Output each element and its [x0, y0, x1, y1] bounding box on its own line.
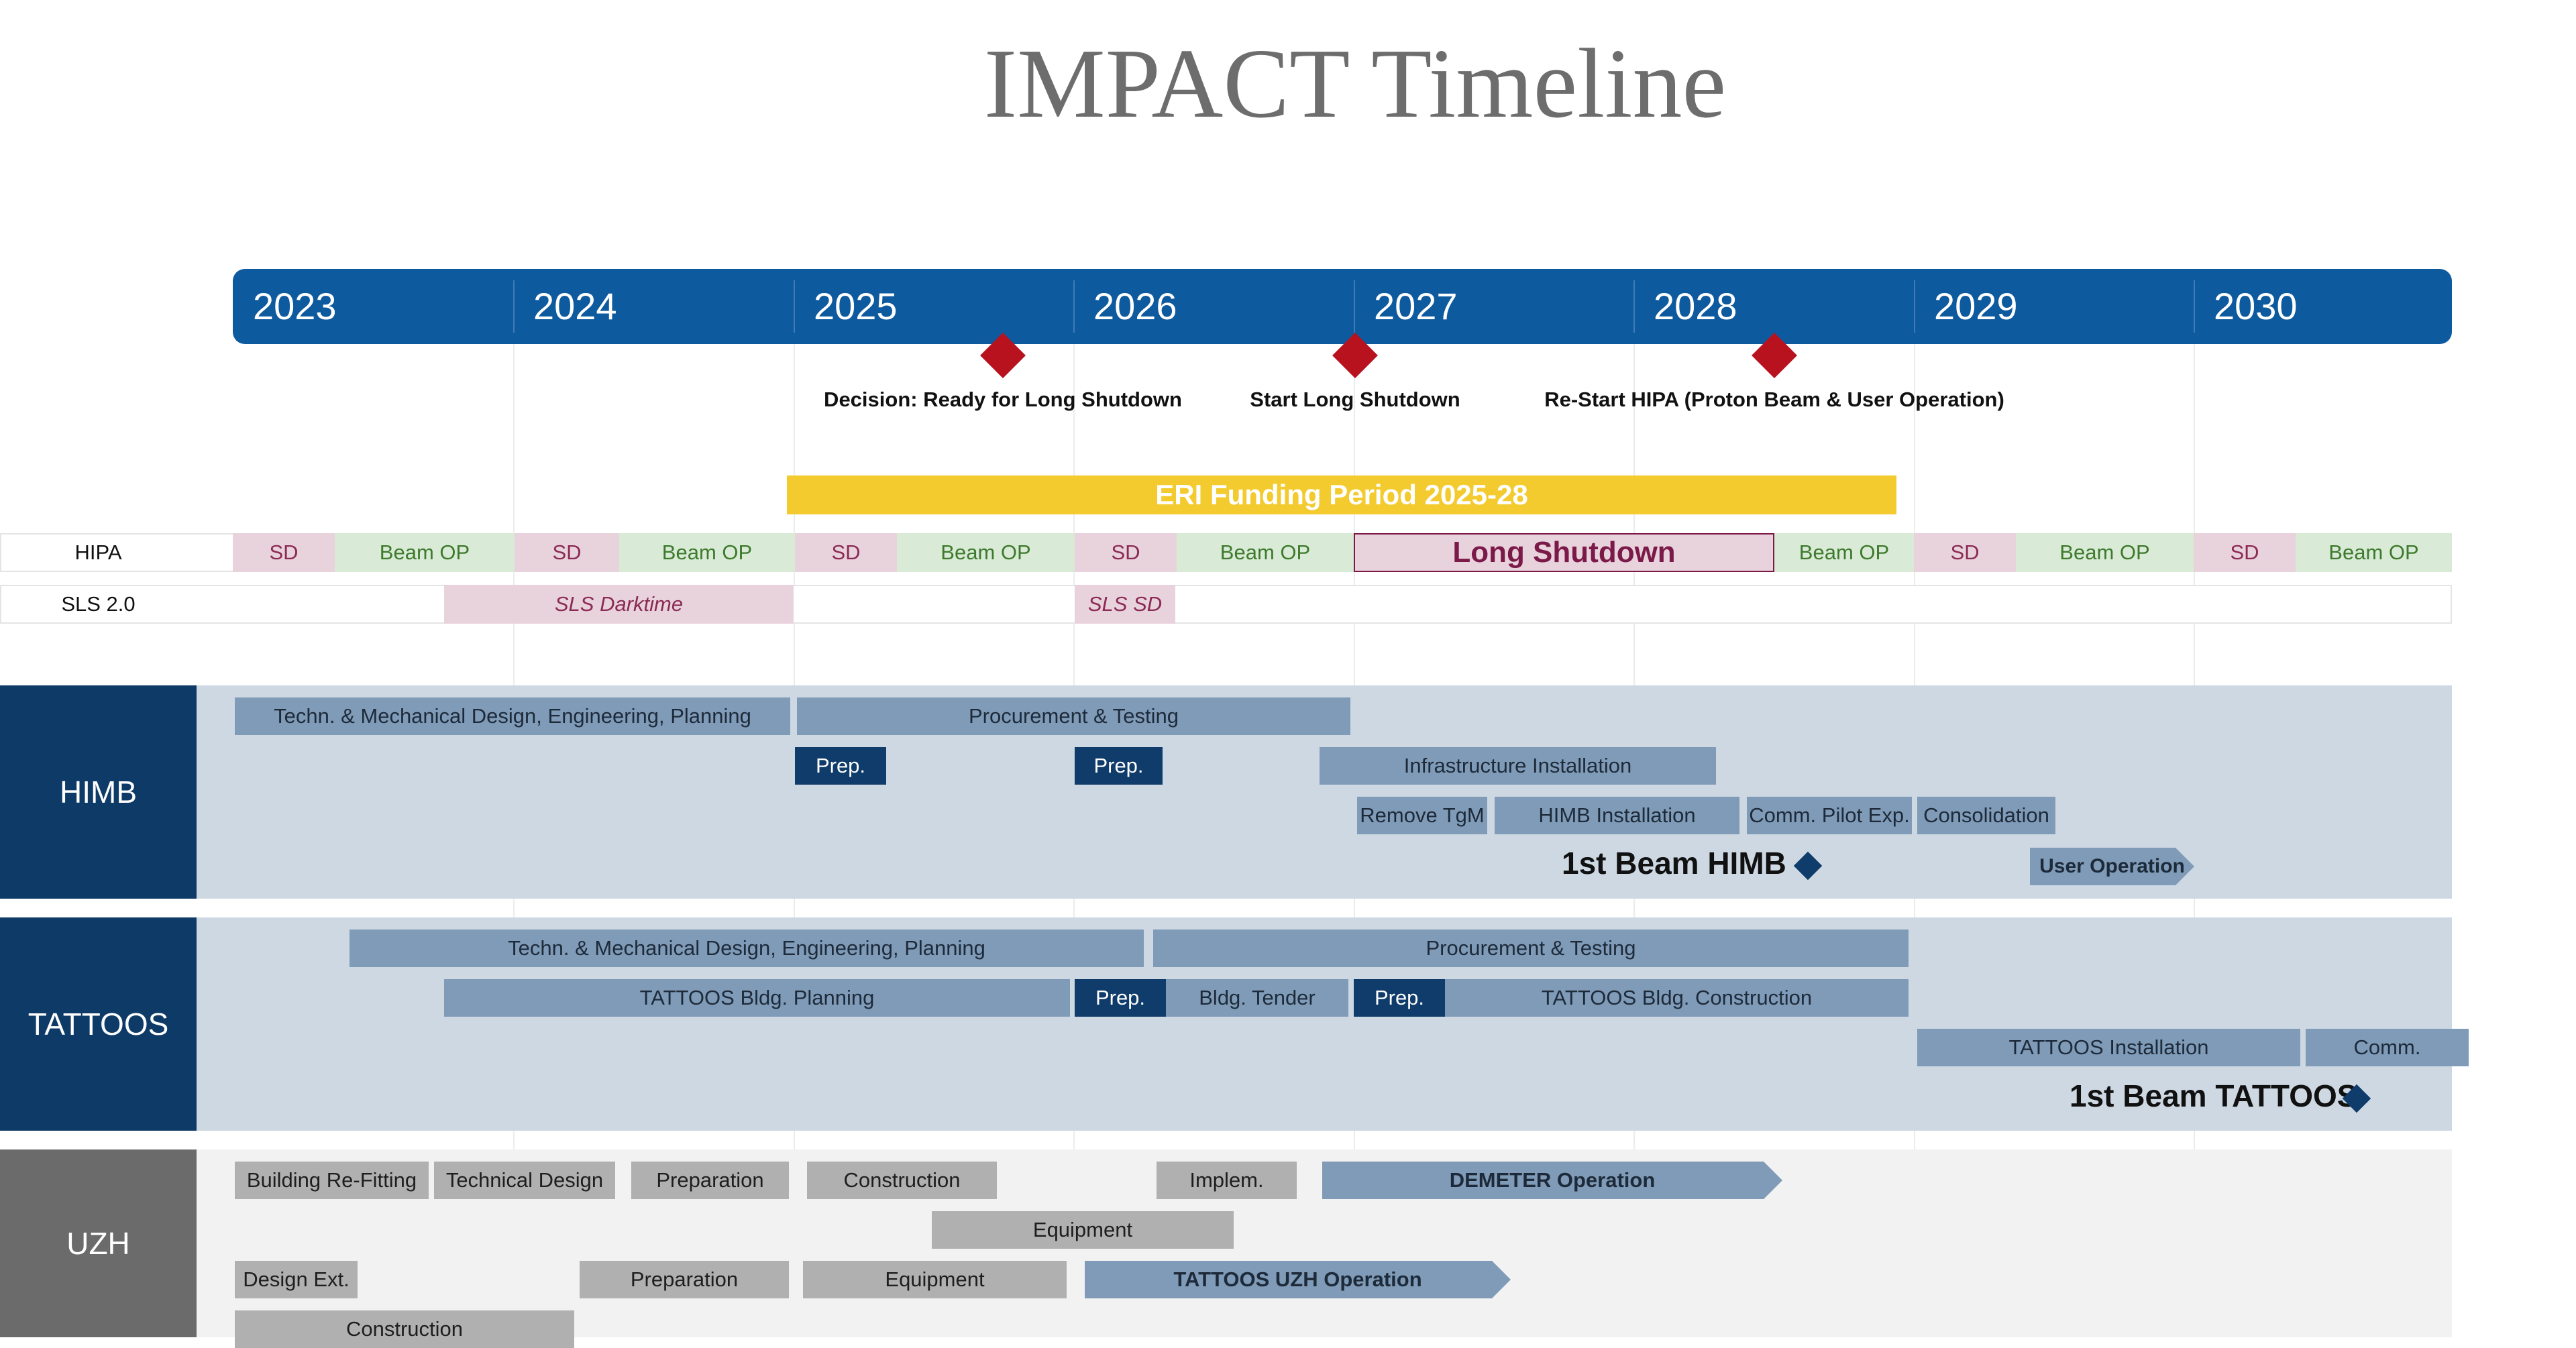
- year-separator: [1914, 280, 1915, 333]
- year-label: 2030: [2214, 285, 2298, 327]
- year-separator: [794, 280, 795, 333]
- hipa-beam-op: Beam OP: [2296, 533, 2452, 572]
- uzh-label: UZH: [0, 1149, 197, 1337]
- year-label: 2026: [1093, 285, 1177, 327]
- tattoos-bldg-tender-bar: Bldg. Tender: [1166, 979, 1348, 1017]
- eri-funding-bar: ERI Funding Period 2025-28: [787, 475, 1896, 514]
- uzh-demeter-operation-arrow: DEMETER Operation: [1322, 1162, 1782, 1199]
- tattoos-bldg-construction-bar: TATTOOS Bldg. Construction: [1445, 979, 1909, 1017]
- tattoos-installation-bar: TATTOOS Installation: [1917, 1029, 2300, 1066]
- year-bar: [233, 269, 2452, 344]
- himb-first-beam-label: 1st Beam HIMB: [1562, 846, 1786, 881]
- sls-row: [0, 585, 2452, 624]
- year-separator: [1633, 280, 1635, 333]
- tattoos-label: TATTOOS: [0, 917, 197, 1131]
- hipa-beam-op: Beam OP: [1177, 533, 1354, 572]
- year-separator: [513, 280, 515, 333]
- page-title: IMPACT Timeline: [983, 29, 1727, 139]
- himb-procurement-bar: Procurement & Testing: [797, 697, 1350, 735]
- hipa-beam-op: Beam OP: [2016, 533, 2194, 572]
- tattoos-prep-bar: Prep.: [1075, 979, 1166, 1017]
- tattoos-prep-bar: Prep.: [1354, 979, 1445, 1017]
- tattoos-procurement-bar: Procurement & Testing: [1153, 930, 1909, 967]
- year-label: 2023: [253, 285, 337, 327]
- milestone-label: Decision: Ready for Long Shutdown: [824, 388, 1182, 411]
- sls-label: SLS 2.0: [61, 592, 136, 616]
- tattoos-comm-bar: Comm.: [2306, 1029, 2469, 1066]
- himb-design-bar: Techn. & Mechanical Design, Engineering,…: [235, 697, 790, 735]
- uzh-technical-design-bar: Technical Design: [434, 1162, 615, 1199]
- uzh-tattoos-operation-arrow: TATTOOS UZH Operation: [1085, 1261, 1511, 1298]
- uzh-construction-bar: Construction: [807, 1162, 997, 1199]
- hipa-sd: SD: [1075, 533, 1177, 572]
- year-separator: [1354, 280, 1355, 333]
- uzh-equipment-bar: Equipment: [932, 1211, 1234, 1249]
- hipa-beam-op: Beam OP: [897, 533, 1075, 572]
- tattoos-first-beam-label: 1st Beam TATTOOS: [2070, 1078, 2358, 1113]
- himb-label: HIMB: [0, 685, 197, 899]
- milestone-label: Re-Start HIPA (Proton Beam & User Operat…: [1544, 388, 2004, 411]
- uzh-preparation-bar: Preparation: [580, 1261, 789, 1298]
- hipa-label: HIPA: [74, 541, 122, 564]
- tattoos-design-bar: Techn. & Mechanical Design, Engineering,…: [350, 930, 1144, 967]
- sls-sd: SLS SD: [1075, 585, 1175, 624]
- uzh-preparation-bar: Preparation: [631, 1162, 789, 1199]
- year-separator: [2194, 280, 2195, 333]
- hipa-sd: SD: [515, 533, 619, 572]
- year-label: 2028: [1654, 285, 1737, 327]
- himb-remove-tgm-bar: Remove TgM: [1357, 797, 1487, 834]
- hipa-beam-op: Beam OP: [619, 533, 795, 572]
- year-label: 2029: [1934, 285, 2018, 327]
- year-separator: [1073, 280, 1075, 333]
- milestone-label: Start Long Shutdown: [1250, 388, 1460, 411]
- himb-comm-pilot-bar: Comm. Pilot Exp.: [1747, 797, 1912, 834]
- hipa-sd: SD: [795, 533, 897, 572]
- hipa-beam-op: Beam OP: [335, 533, 515, 572]
- hipa-sd: SD: [2194, 533, 2296, 572]
- uzh-building-refitting-bar: Building Re-Fitting: [235, 1162, 429, 1199]
- year-label: 2027: [1374, 285, 1458, 327]
- hipa-sd: SD: [233, 533, 335, 572]
- uzh-design-ext-bar: Design Ext.: [235, 1261, 358, 1298]
- himb-consolidation-bar: Consolidation: [1917, 797, 2055, 834]
- himb-prep-bar: Prep.: [1075, 747, 1163, 785]
- uzh-implem-bar: Implem.: [1157, 1162, 1297, 1199]
- year-label: 2025: [814, 285, 898, 327]
- hipa-beam-op: Beam OP: [1774, 533, 1914, 572]
- uzh-equipment-bar: Equipment: [803, 1261, 1067, 1298]
- himb-user-operation-arrow: User Operation: [2030, 848, 2194, 885]
- uzh-construction-bar: Construction: [235, 1310, 574, 1348]
- himb-prep-bar: Prep.: [795, 747, 886, 785]
- hipa-sd: SD: [1914, 533, 2016, 572]
- sls-darktime: SLS Darktime: [444, 585, 794, 624]
- hipa-long-shutdown: Long Shutdown: [1354, 533, 1774, 572]
- year-label: 2024: [533, 285, 617, 327]
- tattoos-bldg-planning-bar: TATTOOS Bldg. Planning: [444, 979, 1070, 1017]
- himb-infrastructure-bar: Infrastructure Installation: [1320, 747, 1716, 785]
- himb-installation-bar: HIMB Installation: [1495, 797, 1739, 834]
